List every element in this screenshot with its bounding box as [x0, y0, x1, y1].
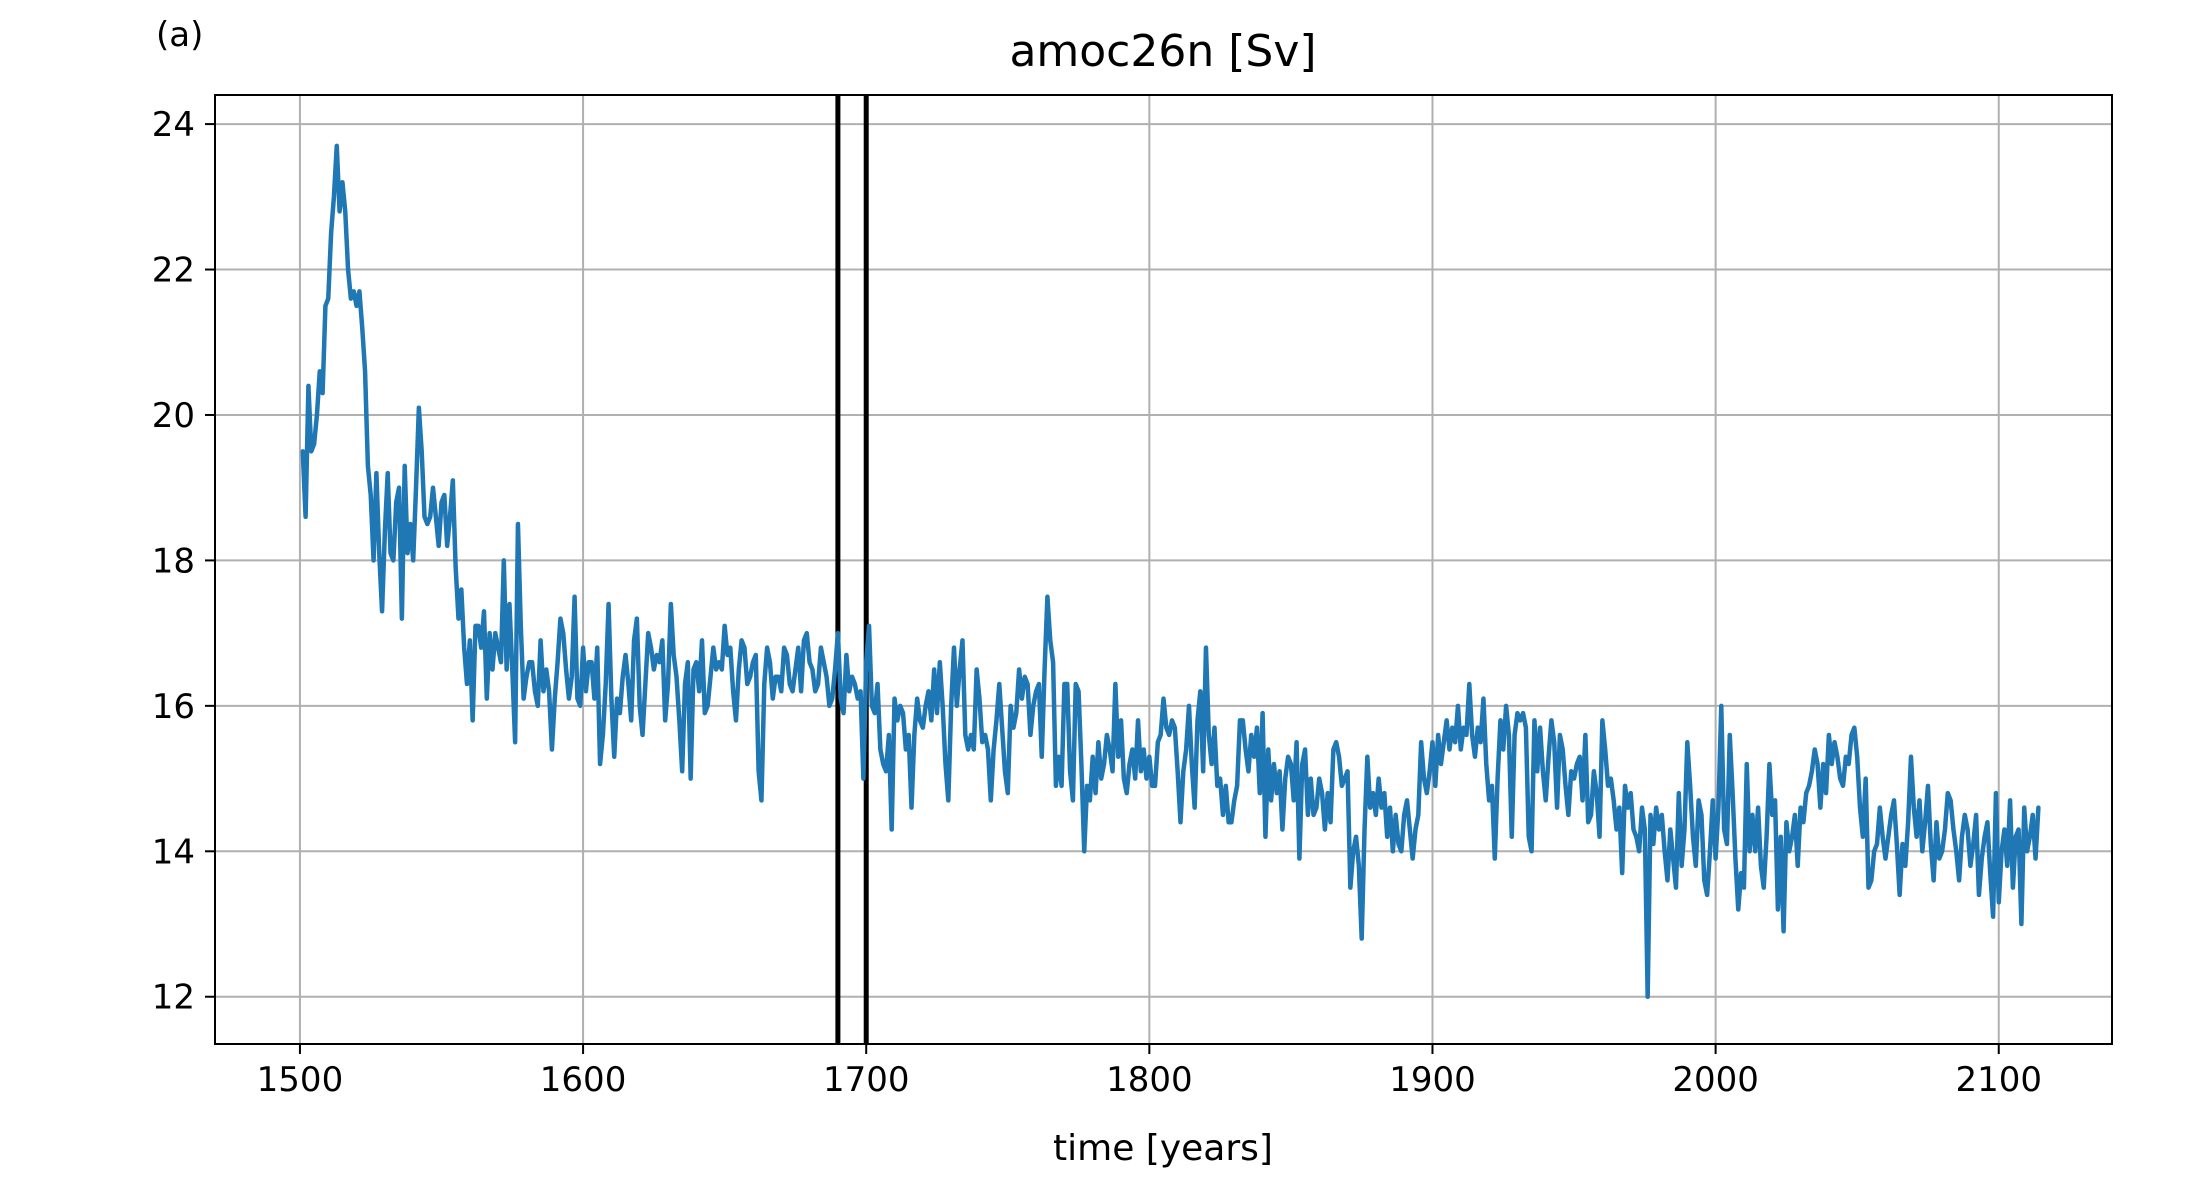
panel-label: (a)	[156, 15, 203, 55]
y-axis-ticks: 12 14 16 18 20 22 24	[152, 105, 215, 1018]
series-line	[300, 143, 2041, 999]
x-tick-label: 1900	[1389, 1060, 1476, 1100]
y-tick-label: 20	[152, 396, 195, 436]
x-tick-label: 2100	[1955, 1060, 2042, 1100]
y-tick-label: 18	[152, 541, 195, 581]
series-layer	[300, 143, 2041, 999]
grid-lines	[215, 95, 2112, 1044]
x-axis-ticks: 1500 1600 1700 1800 1900 2000 2100	[257, 1044, 2042, 1100]
y-tick-label: 24	[152, 105, 195, 145]
x-tick-label: 1800	[1106, 1060, 1193, 1100]
plot-frame	[214, 94, 2113, 1045]
y-tick-label: 22	[152, 251, 195, 291]
y-tick-label: 16	[152, 687, 195, 727]
chart-title: amoc26n [Sv]	[1009, 26, 1316, 77]
y-tick-label: 12	[152, 978, 195, 1018]
vertical-markers	[835, 95, 869, 1044]
x-tick-label: 2000	[1672, 1060, 1759, 1100]
x-tick-label: 1500	[257, 1060, 344, 1100]
x-tick-label: 1700	[823, 1060, 910, 1100]
y-tick-label: 14	[152, 832, 195, 872]
x-axis-label: time [years]	[1053, 1128, 1273, 1169]
x-tick-label: 1600	[540, 1060, 627, 1100]
